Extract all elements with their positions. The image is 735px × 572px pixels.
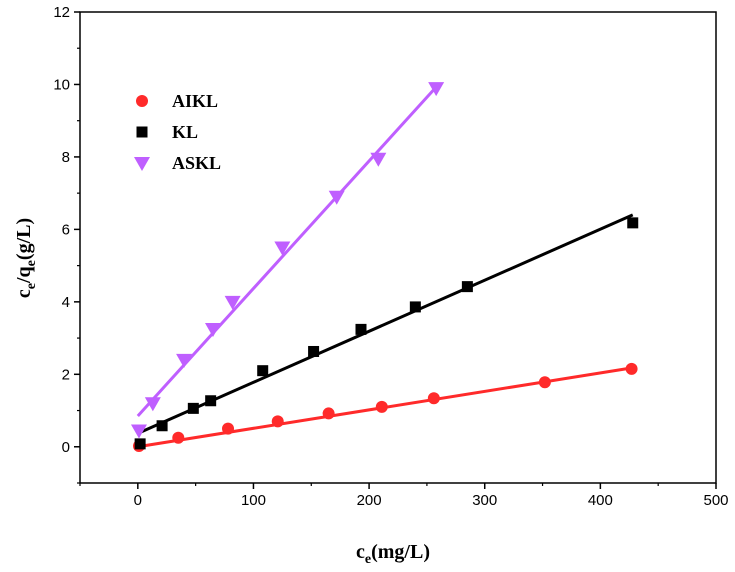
x-tick-label: 400 [588, 492, 613, 509]
point-kl [461, 281, 473, 293]
plot-frame [79, 11, 717, 484]
point-aikl [271, 415, 284, 428]
point-aikl [427, 392, 440, 405]
data-points [130, 82, 639, 453]
y-tick-label: 10 [53, 76, 70, 93]
legend-marker-kl [136, 126, 148, 138]
x-tick-label: 300 [472, 492, 497, 509]
y-tick-label: 6 [62, 221, 70, 238]
y-tick-label: 4 [62, 294, 70, 311]
point-askl [328, 190, 345, 205]
legend-label-aikl: AIKL [172, 91, 218, 111]
point-kl [257, 365, 269, 377]
point-kl [355, 323, 367, 335]
point-askl [144, 397, 161, 412]
legend: AIKL KL ASKL [134, 91, 221, 173]
legend-marker-aikl [136, 95, 148, 107]
point-askl [428, 82, 445, 97]
point-aikl [172, 431, 185, 444]
legend-label-askl: ASKL [172, 153, 221, 173]
y-tick-label: 2 [62, 366, 70, 383]
point-askl [176, 353, 193, 368]
point-askl [274, 241, 291, 256]
point-askl [130, 424, 147, 439]
point-kl [205, 395, 217, 407]
legend-marker-askl [134, 157, 150, 171]
tick-labels: 0 100 200 300 400 500 0 2 4 6 8 10 12 [53, 4, 728, 509]
legend-label-kl: KL [172, 122, 198, 142]
point-kl [134, 438, 146, 450]
point-askl [224, 295, 241, 310]
point-aikl [222, 422, 235, 435]
y-tick-label: 12 [53, 4, 70, 21]
y-axis-title: ce/qe(g/L) [13, 218, 39, 298]
point-askl [370, 152, 387, 167]
point-kl [156, 420, 168, 432]
point-aikl [625, 362, 638, 375]
point-askl [204, 323, 221, 338]
fit-line-kl [137, 213, 634, 435]
y-tick-label: 0 [62, 439, 70, 456]
plot-border [79, 11, 717, 484]
fit-lines [136, 83, 634, 449]
x-tick-label: 500 [703, 492, 728, 509]
point-kl [409, 301, 421, 313]
y-tick-label: 8 [62, 149, 70, 166]
point-aikl [538, 376, 551, 389]
axis-ticks [74, 11, 717, 489]
point-aikl [375, 400, 388, 413]
point-kl [627, 217, 639, 229]
x-axis-title: ce(mg/L) [356, 541, 430, 567]
point-aikl [322, 407, 335, 420]
x-tick-label: 100 [241, 492, 266, 509]
point-kl [187, 402, 199, 414]
x-tick-label: 200 [357, 492, 382, 509]
x-tick-label: 0 [134, 492, 142, 509]
point-kl [308, 345, 320, 357]
